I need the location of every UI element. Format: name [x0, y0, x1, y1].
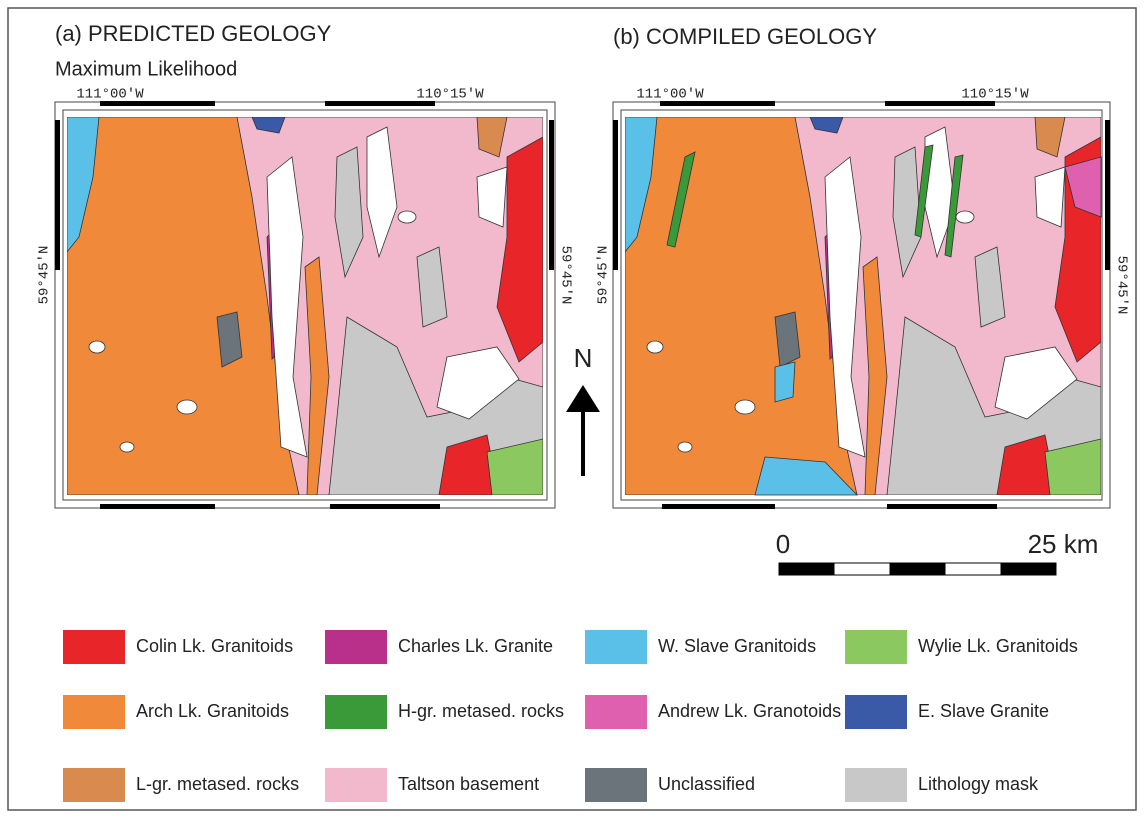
north-label: N — [574, 343, 593, 373]
legend-label: E. Slave Granite — [918, 701, 1049, 721]
longitude-label: 111°00′W — [76, 87, 144, 103]
legend-swatch — [585, 630, 647, 664]
map-unit — [914, 144, 934, 238]
map-frame — [54, 101, 556, 509]
legend-swatch — [845, 768, 907, 802]
legend-swatch — [63, 695, 125, 729]
legend: Colin Lk. Granitoids Arch Lk. Granitoids L… — [63, 630, 1078, 802]
legend-label: Colin Lk. Granitoids — [136, 636, 293, 656]
legend-label: Wylie Lk. Granitoids — [918, 636, 1078, 656]
legend-label: Arch Lk. Granitoids — [136, 701, 289, 721]
legend-swatch — [325, 630, 387, 664]
panel-title: (b) COMPILED GEOLOGY — [613, 24, 877, 49]
latitude-label: 59°45′N — [557, 246, 573, 305]
legend-label: Unclassified — [658, 774, 755, 794]
longitude-label: 110°15′W — [961, 87, 1029, 103]
legend-label: Lithology mask — [918, 774, 1039, 794]
scale-bar — [778, 562, 1057, 576]
legend-label: W. Slave Granitoids — [658, 636, 816, 656]
map-frame — [612, 101, 1111, 509]
map-unit — [774, 361, 796, 403]
legend-label: Andrew Lk. Granotoids — [658, 701, 841, 721]
legend-label: Taltson basement — [398, 774, 539, 794]
legend-label: Charles Lk. Granite — [398, 636, 553, 656]
legend-swatch — [325, 768, 387, 802]
latitude-label: 59°45′N — [596, 246, 612, 305]
map-unit — [944, 154, 964, 258]
panel-title: (a) PREDICTED GEOLOGY — [55, 21, 332, 46]
compiled-map — [625, 117, 1102, 496]
legend-label: H-gr. metased. rocks — [398, 701, 564, 721]
legend-swatch — [845, 695, 907, 729]
longitude-label: 110°15′W — [416, 87, 484, 103]
legend-label: L-gr. metased. rocks — [136, 774, 299, 794]
map-unit — [1064, 156, 1102, 218]
legend-swatch — [585, 695, 647, 729]
map-unit — [754, 456, 858, 496]
legend-swatch — [845, 630, 907, 664]
map-unit — [666, 151, 696, 248]
legend-swatch — [63, 630, 125, 664]
scale-label: 0 — [776, 529, 790, 559]
scale-label: 25 km — [1028, 529, 1099, 559]
legend-swatch — [63, 768, 125, 802]
predicted-map — [67, 117, 543, 495]
legend-swatch — [585, 768, 647, 802]
north-arrow — [566, 385, 600, 476]
panel-subtitle: Maximum Likelihood — [55, 58, 237, 80]
legend-swatch — [325, 695, 387, 729]
longitude-label: 111°00′W — [636, 87, 704, 103]
latitude-label: 59°45′N — [1113, 256, 1129, 315]
latitude-label: 59°45′N — [37, 246, 53, 305]
